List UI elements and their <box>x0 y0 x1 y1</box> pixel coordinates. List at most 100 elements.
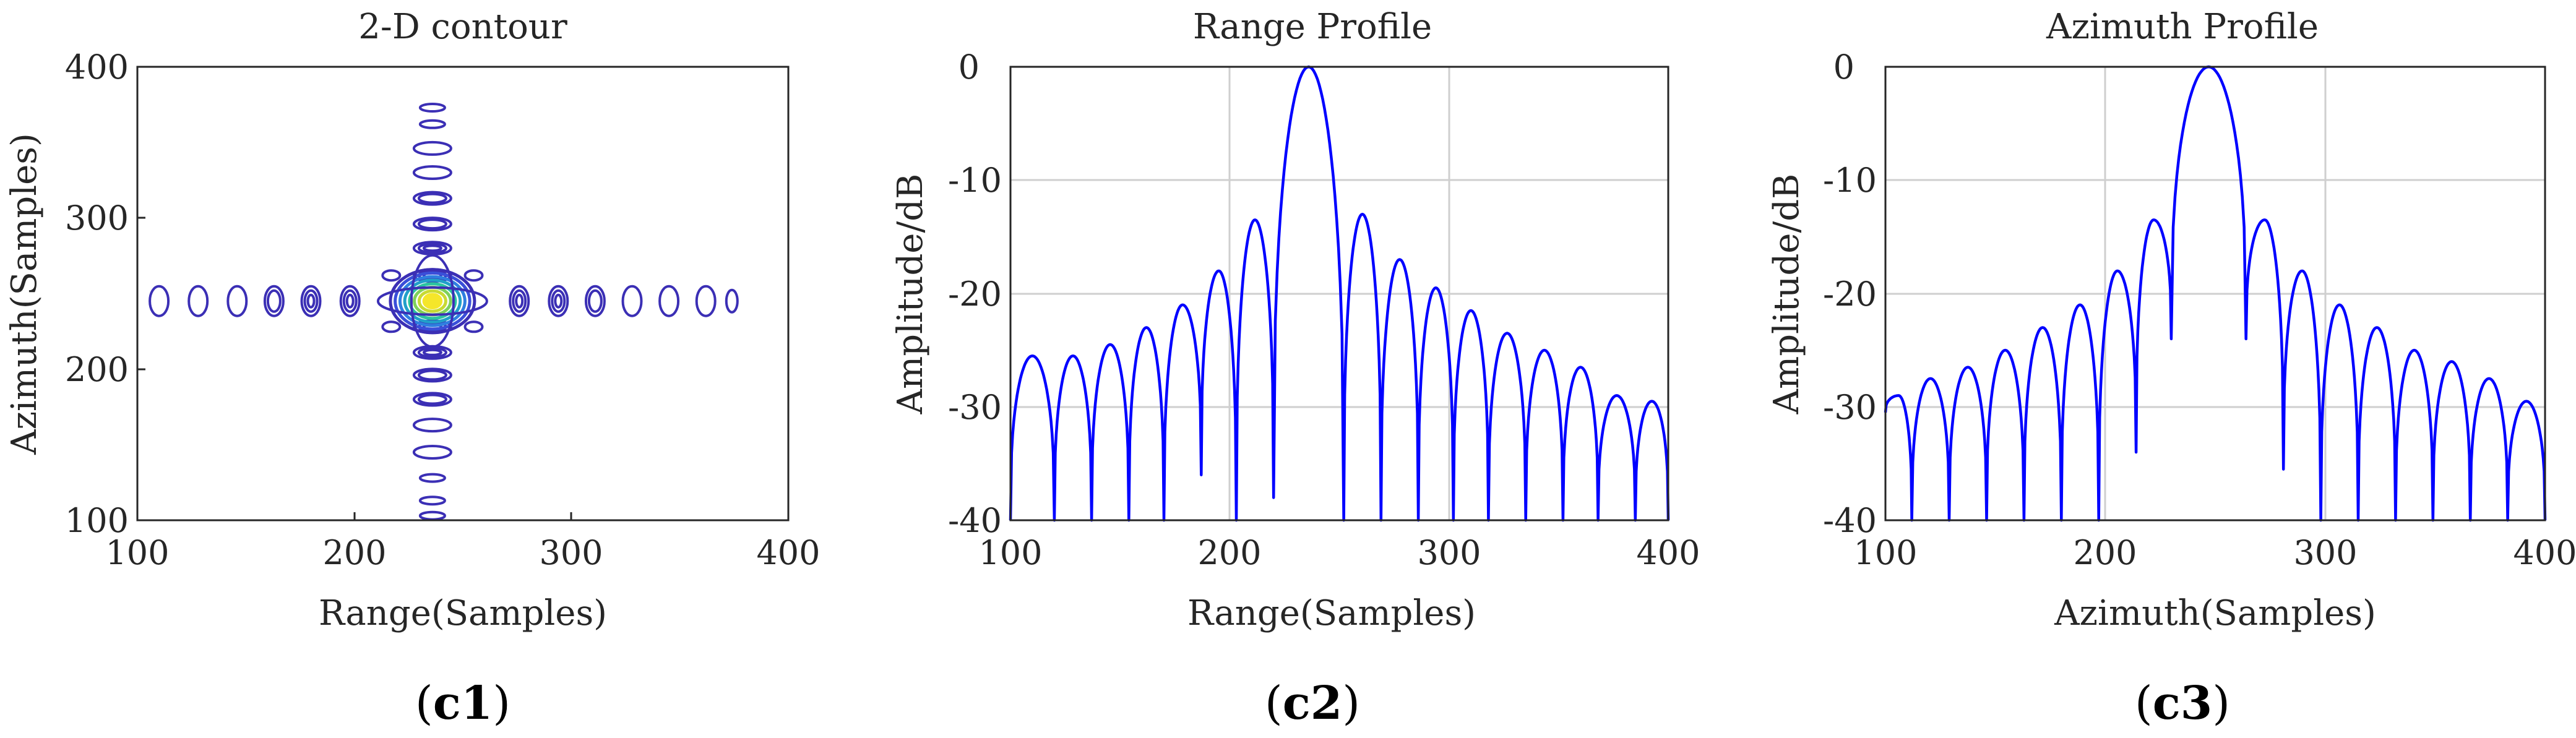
contour-azimuth-lobe-ring <box>418 496 446 506</box>
panel-label-close: ) <box>493 677 510 730</box>
azimuth-y-axis-label: Amplitude/dB <box>1767 174 1807 415</box>
contour-plot-area <box>136 66 790 521</box>
contour-azimuth-lobe-ring <box>418 119 446 129</box>
contour-mainlobe-range-ext <box>376 286 488 316</box>
range-axes-box <box>1009 66 1669 521</box>
contour-mainlobe-ring <box>389 268 476 335</box>
contour-diagonal-lobe <box>381 320 402 333</box>
panel-label-id: c1 <box>433 677 493 730</box>
contour-azimuth-lobe-ring <box>422 348 442 356</box>
contour-mainlobe-ring <box>394 271 472 331</box>
contour-y-tick-label: 200 <box>65 350 129 389</box>
contour-x-axis-label: Range(Samples) <box>319 593 607 633</box>
range-y-tick-label: -10 <box>948 161 1002 200</box>
contour-range-lobe-ring <box>587 289 603 313</box>
contour-range-lobe-ring <box>551 289 566 313</box>
contour-range-lobe-ring <box>515 293 524 309</box>
contour-range-lobe-ring <box>554 293 563 309</box>
contour-azimuth-lobe-ring <box>412 445 452 460</box>
contour-range-lobe-ring <box>339 285 361 317</box>
contour-azimuth-lobe-ring <box>418 473 446 483</box>
contour-range-lobe-ring <box>512 289 527 313</box>
azimuth-x-tick-label: 300 <box>2293 533 2357 572</box>
range-x-tick-label: 100 <box>978 533 1042 572</box>
contour-azimuth-lobe-ring <box>417 192 447 204</box>
range-y-tick-label: -20 <box>948 275 1002 314</box>
range-profile-curve <box>1009 65 1670 522</box>
panel-label-c3: (c3) <box>2135 677 2230 730</box>
contour-azimuth-lobe-ring <box>412 392 452 407</box>
panel-range-profile: Range Profile 100 200 300 400 0 -10 -20 … <box>890 7 1700 730</box>
range-y-tick-label: -40 <box>948 501 1002 540</box>
contour-range-lobe-ring <box>725 288 739 314</box>
contour-lobes <box>149 103 739 521</box>
azimuth-y-tick-label: -30 <box>1823 388 1877 427</box>
azimuth-y-tick-label: -10 <box>1823 161 1877 200</box>
contour-azimuth-lobe-ring <box>412 165 452 180</box>
contour-range-lobe-ring <box>303 289 319 313</box>
range-x-tick-label: 400 <box>1636 533 1700 572</box>
contour-azimuth-lobe-ring <box>412 140 452 156</box>
contour-mainlobe-azimuth-ext <box>410 254 455 348</box>
contour-mainlobe-ring <box>422 293 443 310</box>
contour-mainlobe-ring <box>417 289 447 313</box>
contour-mainlobe-ring <box>403 278 462 324</box>
panel-azimuth-profile: Azimuth Profile 100 200 300 400 0 -10 -2… <box>1767 7 2576 730</box>
contour-range-lobe-ring <box>548 285 569 317</box>
range-x-axis-label: Range(Samples) <box>1187 593 1476 633</box>
panel-label-open: ( <box>2135 677 2153 730</box>
range-y-tick-label: -30 <box>948 388 1002 427</box>
range-y-tick-label: 0 <box>958 48 980 87</box>
contour-azimuth-lobe-ring <box>412 367 452 383</box>
range-plot-area <box>1009 65 1670 522</box>
panel-label-close: ) <box>2212 677 2230 730</box>
range-x-tick-label: 300 <box>1417 533 1481 572</box>
azimuth-x-tick-label: 100 <box>1853 533 1917 572</box>
contour-diagonal-lobe <box>381 269 402 282</box>
panel-label-id: c2 <box>1283 677 1343 730</box>
contour-azimuth-lobe-ring <box>417 218 447 230</box>
azimuth-y-ticks: 0 -10 -20 -30 -40 <box>1823 48 1877 540</box>
contour-diagonal-lobe <box>463 320 484 333</box>
contour-range-lobe-ring <box>621 285 643 317</box>
azimuth-y-tick-label: -20 <box>1823 275 1877 314</box>
contour-range-lobe-ring <box>345 293 355 309</box>
contour-azimuth-lobe-ring <box>412 191 452 206</box>
contour-range-lobe-ring <box>658 285 680 317</box>
contour-azimuth-lobe-ring <box>417 393 447 405</box>
azimuth-x-tick-label: 200 <box>2073 533 2137 572</box>
azimuth-axes-box <box>1884 66 2546 521</box>
contour-y-ticks: 100 200 300 400 <box>65 48 145 540</box>
contour-y-tick-label: 400 <box>65 48 129 87</box>
contour-range-lobe-ring <box>266 289 282 313</box>
contour-range-lobe-ring <box>306 293 316 309</box>
contour-y-tick-label: 300 <box>65 199 129 238</box>
contour-axes-box <box>136 66 790 521</box>
contour-range-lobe-ring <box>263 285 285 317</box>
azimuth-grid <box>1885 67 2545 520</box>
contour-x-ticks: 100 200 300 400 <box>105 512 821 572</box>
panel-label-id: c3 <box>2153 677 2213 730</box>
contour-azimuth-lobe-ring <box>418 103 446 113</box>
panel-label-open: ( <box>1265 677 1283 730</box>
contour-azimuth-lobe-ring <box>417 346 447 358</box>
contour-range-lobe-ring <box>187 285 209 317</box>
azimuth-y-tick-label: -40 <box>1823 501 1877 540</box>
contour-range-lobe-ring <box>695 285 717 317</box>
contour-y-axis-label: Azimuth(Samples) <box>4 133 45 455</box>
panel-label-open: ( <box>415 677 433 730</box>
contour-mainlobe <box>376 254 488 348</box>
contour-title: 2-D contour <box>358 7 567 47</box>
contour-azimuth-lobe-ring <box>412 418 452 433</box>
azimuth-x-tick-label: 400 <box>2513 533 2576 572</box>
panel-contour: 2-D contour 100 200 300 400 100 200 300 … <box>4 7 821 730</box>
panel-label-close: ) <box>1342 677 1360 730</box>
range-y-ticks: 0 -10 -20 -30 -40 <box>948 48 1002 540</box>
range-y-axis-label: Amplitude/dB <box>890 174 931 415</box>
contour-x-tick-label: 200 <box>322 533 386 572</box>
azimuth-x-axis-label: Azimuth(Samples) <box>2054 593 2376 633</box>
azimuth-y-tick-label: 0 <box>1833 48 1854 87</box>
contour-range-lobe-ring <box>300 285 322 317</box>
azimuth-title: Azimuth Profile <box>2046 7 2319 47</box>
